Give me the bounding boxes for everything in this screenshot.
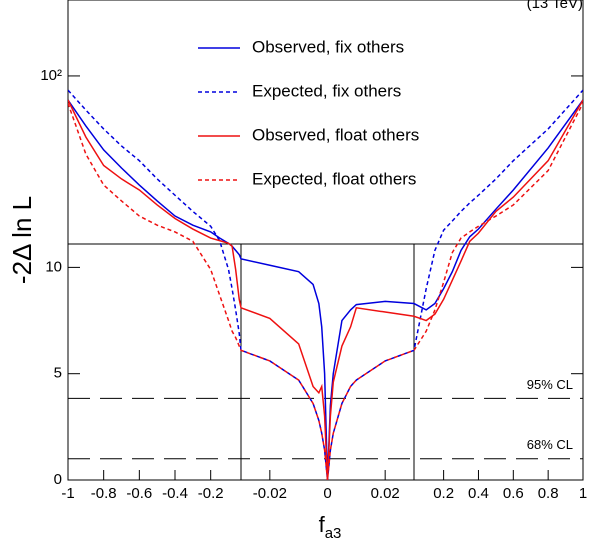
x-tick-label: 1	[579, 485, 587, 502]
y-axis-label: -2Δ ln L	[7, 196, 37, 284]
series-line	[68, 99, 583, 480]
y-tick-label: 5	[54, 365, 62, 382]
x-tick-label: -0.4	[162, 485, 188, 502]
x-tick-label: 0.8	[538, 485, 559, 502]
x-tick-label: 0.2	[433, 485, 454, 502]
legend-label: Observed, float others	[252, 125, 419, 144]
lower-frame	[67, 243, 584, 481]
chart-title: (13 TeV)	[527, 0, 583, 12]
y-tick-label: 10²	[40, 67, 62, 84]
reference-label: 95% CL	[527, 377, 573, 392]
legend-label: Expected, float others	[252, 169, 416, 188]
reference-label: 68% CL	[527, 437, 573, 452]
x-axis-label: fa3	[319, 512, 342, 542]
legend-label: Observed, fix others	[252, 37, 404, 56]
x-tick-label: -0.2	[198, 485, 224, 502]
x-label-main: f	[319, 512, 326, 537]
x-tick-label: 0	[323, 485, 331, 502]
x-tick-label: 0.6	[503, 485, 524, 502]
series-line	[68, 102, 583, 480]
y-tick-label: 10	[45, 258, 62, 275]
series-line	[68, 99, 583, 480]
x-label-sub: a3	[325, 525, 342, 542]
x-tick-label: -1	[61, 485, 74, 502]
y-tick-label: 0	[54, 471, 62, 488]
x-tick-label: -0.8	[91, 485, 117, 502]
x-tick-label: -0.02	[253, 485, 287, 502]
x-tick-label: 0.4	[468, 485, 489, 502]
x-tick-label: 0.02	[371, 485, 400, 502]
plot-area	[68, 89, 583, 480]
x-tick-label: -0.6	[126, 485, 152, 502]
legend-label: Expected, fix others	[252, 81, 401, 100]
